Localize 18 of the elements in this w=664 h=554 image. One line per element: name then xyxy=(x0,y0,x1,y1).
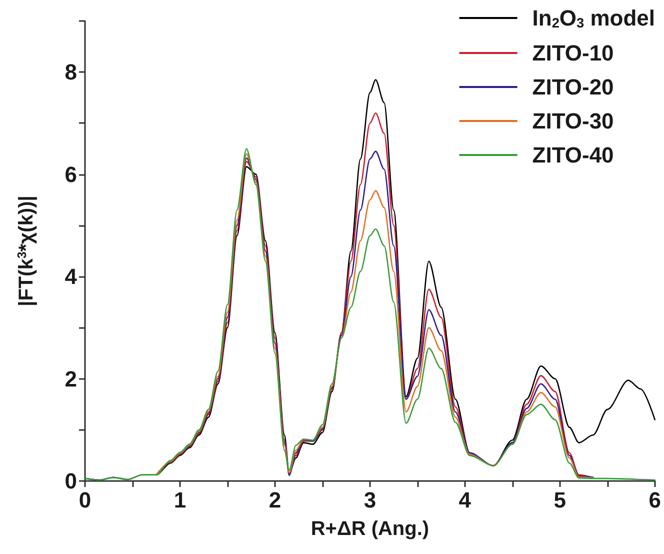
y-tick-label: 2 xyxy=(64,366,77,392)
x-tick-label: 6 xyxy=(648,488,662,512)
y-tick-label: 4 xyxy=(64,264,78,290)
y-tick-label: 8 xyxy=(64,60,77,85)
x-tick-label: 3 xyxy=(364,488,376,512)
x-tick-label: 2 xyxy=(268,488,282,512)
y-tick-label: 0 xyxy=(64,468,77,494)
legend-label: ZITO-20 xyxy=(532,74,614,100)
x-tick-label: 5 xyxy=(554,488,566,512)
y-tick-label: 6 xyxy=(64,162,77,187)
y-axis-title: |FT(k3*χ(k))| xyxy=(15,196,38,306)
legend-label: In2O3 model xyxy=(532,6,656,30)
legend-label: ZITO-40 xyxy=(532,142,614,168)
x-axis-title: R+ΔR (Ang.) xyxy=(310,518,430,540)
x-tick-label: 1 xyxy=(174,488,186,512)
legend-label: ZITO-30 xyxy=(532,108,614,134)
x-tick-label: 4 xyxy=(458,488,472,512)
legend-label: ZITO-10 xyxy=(532,40,614,66)
